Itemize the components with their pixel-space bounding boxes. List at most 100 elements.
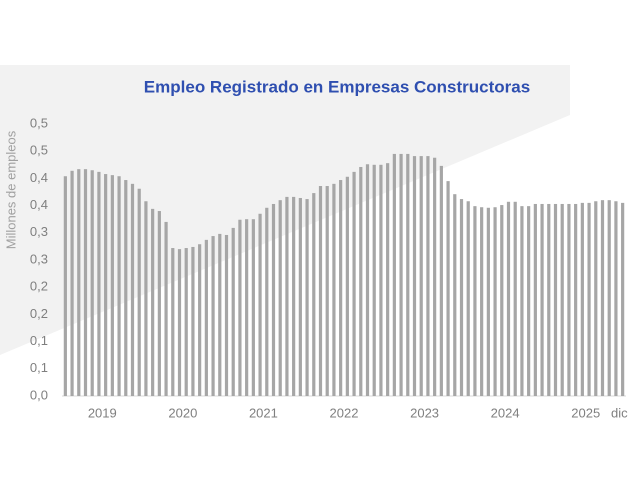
bar — [500, 205, 504, 396]
bar — [359, 166, 363, 396]
bar — [379, 164, 383, 396]
bar — [453, 194, 457, 396]
bar — [218, 233, 222, 396]
bar — [305, 199, 309, 396]
x-tick-label: 2021 — [249, 405, 278, 420]
y-tick-label: 0,1 — [30, 333, 48, 348]
bar — [77, 169, 81, 396]
bar — [372, 164, 376, 396]
y-tick-label: 0,1 — [30, 360, 48, 375]
x-tick-label: 2019 — [88, 405, 117, 420]
bar — [392, 153, 396, 396]
bar — [547, 203, 551, 396]
bar — [90, 170, 94, 396]
bar — [104, 174, 108, 396]
bar — [520, 206, 524, 396]
bar — [486, 207, 490, 396]
bar — [110, 175, 114, 396]
x-tick-label: 2020 — [168, 405, 197, 420]
bar — [292, 196, 296, 396]
bar — [513, 201, 517, 396]
bar — [621, 202, 625, 396]
bar — [157, 211, 161, 396]
bar — [184, 248, 188, 396]
bar — [285, 196, 289, 396]
bar — [312, 193, 316, 396]
bar — [480, 207, 484, 396]
bar — [406, 153, 410, 396]
bar — [473, 206, 477, 396]
bar — [580, 202, 584, 396]
bar — [191, 246, 195, 396]
bar — [238, 219, 242, 396]
x-tick-label: 2022 — [330, 405, 359, 420]
bar — [130, 183, 135, 396]
bar — [587, 202, 591, 396]
y-axis-label: Millones de empleos — [3, 130, 18, 249]
bar — [600, 200, 605, 396]
bar — [594, 201, 598, 396]
bar — [332, 183, 336, 396]
bar — [574, 203, 578, 396]
bar — [339, 180, 343, 396]
bar — [211, 236, 215, 396]
bar — [271, 203, 276, 396]
bar — [614, 201, 618, 396]
bar — [607, 200, 611, 396]
x-tick-label: 2024 — [491, 405, 520, 420]
bar — [399, 153, 403, 396]
bar — [177, 249, 182, 396]
bar — [318, 186, 323, 396]
bar — [151, 208, 155, 396]
y-tick-label: 0,4 — [30, 170, 48, 185]
bar — [352, 171, 356, 396]
y-tick-label: 0,4 — [30, 197, 48, 212]
bar — [426, 156, 430, 396]
y-tick-label: 0,3 — [30, 224, 48, 239]
bar — [198, 244, 202, 396]
y-tick-label: 0,2 — [30, 279, 48, 294]
bar — [419, 156, 423, 396]
bar — [171, 248, 175, 396]
bar — [70, 170, 74, 396]
bar — [245, 219, 249, 396]
bar — [83, 169, 88, 396]
bar — [224, 234, 229, 396]
bar — [560, 203, 564, 396]
x-tick-label: 2025 — [571, 405, 600, 420]
bar — [265, 207, 269, 396]
bar — [204, 239, 208, 396]
bar — [124, 180, 128, 396]
bar — [533, 203, 537, 396]
bar — [459, 199, 464, 396]
bar — [433, 157, 437, 396]
chart-title: Empleo Registrado en Empresas Constructo… — [144, 77, 530, 96]
bar — [298, 197, 302, 396]
y-tick-label: 0,2 — [30, 306, 48, 321]
bar — [466, 201, 470, 396]
bar — [506, 201, 511, 396]
bar — [527, 206, 531, 396]
bar — [251, 219, 255, 396]
bar — [412, 156, 417, 396]
bar — [567, 203, 571, 396]
y-tick-label: 0,0 — [30, 387, 48, 402]
bar — [493, 207, 497, 396]
bar — [144, 201, 148, 396]
bar — [117, 176, 121, 396]
bar — [278, 200, 282, 396]
bar — [540, 203, 544, 396]
y-tick-label: 0,5 — [30, 143, 48, 158]
bar — [325, 186, 329, 396]
bar — [97, 171, 101, 396]
bar — [345, 176, 349, 396]
bar — [231, 227, 235, 396]
bar — [164, 221, 168, 396]
bar — [446, 181, 450, 396]
bar — [553, 203, 558, 396]
bar — [439, 165, 443, 396]
x-tick-label: 2023 — [410, 405, 439, 420]
x-tick-label: dic — [611, 405, 628, 420]
background-wedge — [0, 65, 570, 355]
